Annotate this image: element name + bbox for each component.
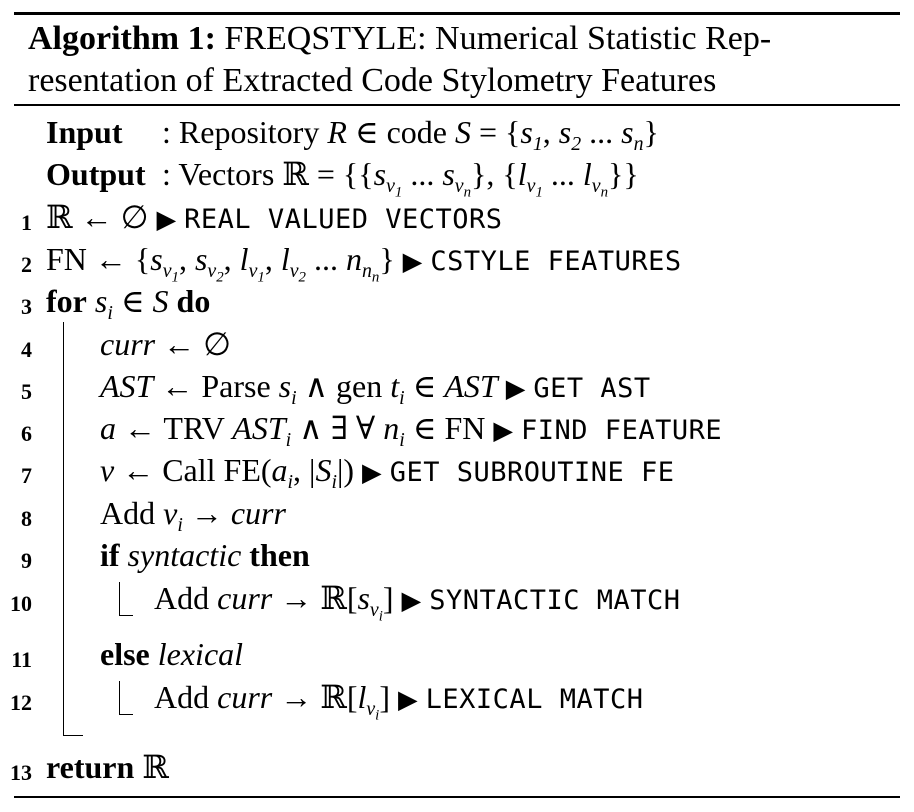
else-block-bar: [119, 681, 120, 715]
line-number: 6: [21, 421, 32, 446]
input-label: Input: [46, 114, 123, 150]
line-comment: REAL VALUED VECTORS: [184, 204, 503, 235]
line-code: curr ← ∅: [100, 326, 231, 362]
line-number: 4: [21, 337, 32, 362]
output-line: Output : Vectors ℝ = {{sv1 ... svn}, {lv1…: [46, 154, 639, 212]
line-code: for si ∈ S do: [46, 283, 211, 324]
then-block-foot: [119, 615, 133, 616]
line-number: 1: [21, 210, 32, 235]
for-block-bar: [63, 322, 64, 736]
line-code: Add curr → ℝ[lvi] ▶ LEXICAL MATCH: [154, 679, 644, 724]
line-number: 5: [21, 379, 32, 404]
output-label: Output: [46, 156, 146, 192]
algorithm-label: Algorithm 1:: [28, 20, 216, 57]
output-text: : Vectors ℝ = {{sv1 ... svn}, {lv1 ... l…: [162, 156, 639, 201]
input-line: Input : Repository R ∈ code S = {s1, s2 .…: [46, 112, 659, 164]
line-code: else lexical: [100, 636, 244, 672]
line-code: return ℝ: [46, 749, 169, 785]
line-number: 8: [21, 506, 32, 531]
algorithm-title-line2: resentation of Extracted Code Stylometry…: [28, 62, 717, 99]
line-code: FN ← {sv1, sv2, lv1, lv2 ... nnn} ▶ CSTY…: [46, 241, 682, 286]
line-number: 3: [21, 294, 32, 319]
line-comment: CSTYLE FEATURES: [430, 246, 682, 277]
line-comment: FIND FEATURE: [521, 415, 723, 446]
algorithm-caption: Algorithm 1: FREQSTYLE: Numerical Statis…: [28, 18, 888, 102]
for-block-foot: [63, 735, 83, 736]
top-rule: [14, 12, 900, 15]
line-comment: SYNTACTIC MATCH: [429, 585, 681, 616]
input-text: : Repository R ∈ code S = {s1, s2 ... sn…: [162, 114, 659, 155]
line-code: v ← Call FE(ai, |Si|) ▶ GET SUBROUTINE F…: [100, 452, 675, 493]
line-code: Add curr → ℝ[svi] ▶ SYNTACTIC MATCH: [154, 580, 681, 625]
line-comment: GET SUBROUTINE FE: [389, 457, 675, 488]
line-number: 2: [21, 252, 32, 277]
algorithm-title-line1: FREQSTYLE: Numerical Statistic Rep-: [224, 20, 772, 57]
line-comment: GET AST: [533, 373, 651, 404]
bottom-rule: [14, 796, 900, 798]
line-code: Add vi → curr: [100, 495, 286, 536]
line-code: ℝ ← ∅ ▶ REAL VALUED VECTORS: [46, 199, 503, 235]
else-block-foot: [119, 714, 133, 715]
line-number: 10: [10, 591, 32, 616]
line-number: 9: [21, 548, 32, 573]
line-number: 11: [11, 647, 32, 672]
line-code: a ← TRV ASTi ∧ ∃ ∀ ni ∈ FN ▶ FIND FEATUR…: [100, 410, 723, 451]
line-code: AST ← Parse si ∧ gen ti ∈ AST ▶ GET AST: [100, 368, 651, 409]
then-block-bar: [119, 582, 120, 616]
line-number: 13: [10, 760, 32, 785]
caption-rule: [14, 104, 900, 106]
line-number: 12: [10, 690, 32, 715]
line-comment: LEXICAL MATCH: [425, 684, 644, 715]
line-code: if syntactic then: [100, 537, 310, 573]
line-number: 7: [21, 463, 32, 488]
